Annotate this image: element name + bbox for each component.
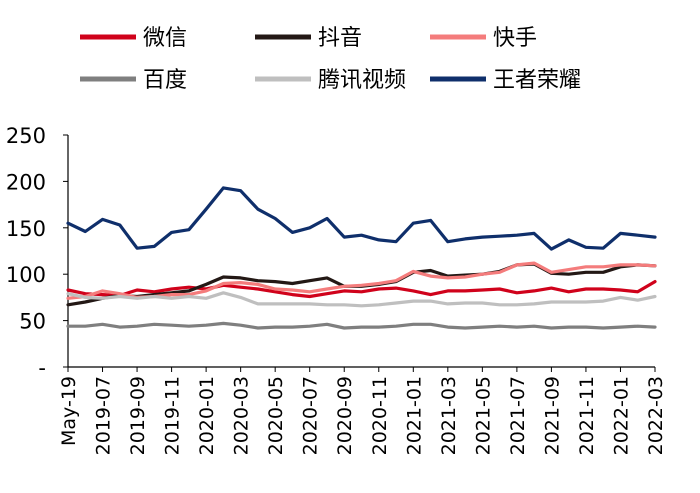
x-tick-label: 2020-01	[196, 376, 218, 455]
x-tick-label: 2021-05	[472, 376, 494, 455]
legend-item: 快手	[430, 26, 537, 51]
y-tick-label: 100	[6, 263, 46, 287]
legend-label: 微信	[143, 26, 187, 51]
legend-item: 抖音	[255, 26, 362, 51]
x-tick-label: 2021-09	[541, 376, 563, 455]
y-tick-label: 200	[6, 170, 46, 194]
x-tick-label: 2020-11	[369, 376, 391, 455]
y-tick-label: 50	[19, 310, 46, 334]
legend-item: 百度	[80, 68, 187, 93]
y-tick-label: 150	[6, 217, 46, 241]
legend-label: 王者荣耀	[493, 68, 581, 93]
x-tick-label: 2020-09	[334, 376, 356, 455]
y-tick-label: 250	[6, 124, 46, 148]
series-line	[66, 321, 657, 330]
series-line	[66, 186, 657, 251]
series-line	[66, 261, 657, 300]
x-tick-label: 2021-03	[438, 376, 460, 455]
legend-label: 抖音	[318, 26, 362, 51]
x-tick-label: May-19	[58, 376, 80, 446]
x-tick-label: 2021-07	[507, 376, 529, 455]
legend-item: 微信	[80, 26, 187, 51]
x-tick-label: 2019-11	[162, 376, 184, 455]
series-line	[66, 280, 657, 299]
y-axis: - 50 100 150 200 250	[6, 124, 69, 380]
x-tick-label: 2021-01	[403, 376, 425, 455]
legend-item: 腾讯视频	[255, 68, 406, 93]
legend-label: 腾讯视频	[318, 68, 406, 93]
x-axis: May-19 2019-07 2019-09 2019-11 2020-01 2020-0…	[58, 366, 667, 455]
plot-area	[66, 186, 657, 330]
series-line	[66, 291, 657, 308]
legend-label: 快手	[493, 26, 537, 51]
x-tick-label: 2022-01	[610, 376, 632, 455]
x-tick-label: 2020-05	[265, 376, 287, 455]
x-tick-label: 2022-03	[645, 376, 667, 455]
legend-item: 王者荣耀	[430, 68, 581, 93]
x-tick-label: 2019-07	[93, 376, 115, 455]
legend-label: 百度	[143, 68, 187, 93]
x-tick-label: 2021-11	[576, 376, 598, 455]
x-tick-label: 2019-09	[127, 376, 149, 455]
x-tick-label: 2020-03	[231, 376, 253, 455]
y-tick-label: -	[38, 356, 46, 380]
x-tick-label: 2020-07	[300, 376, 322, 455]
